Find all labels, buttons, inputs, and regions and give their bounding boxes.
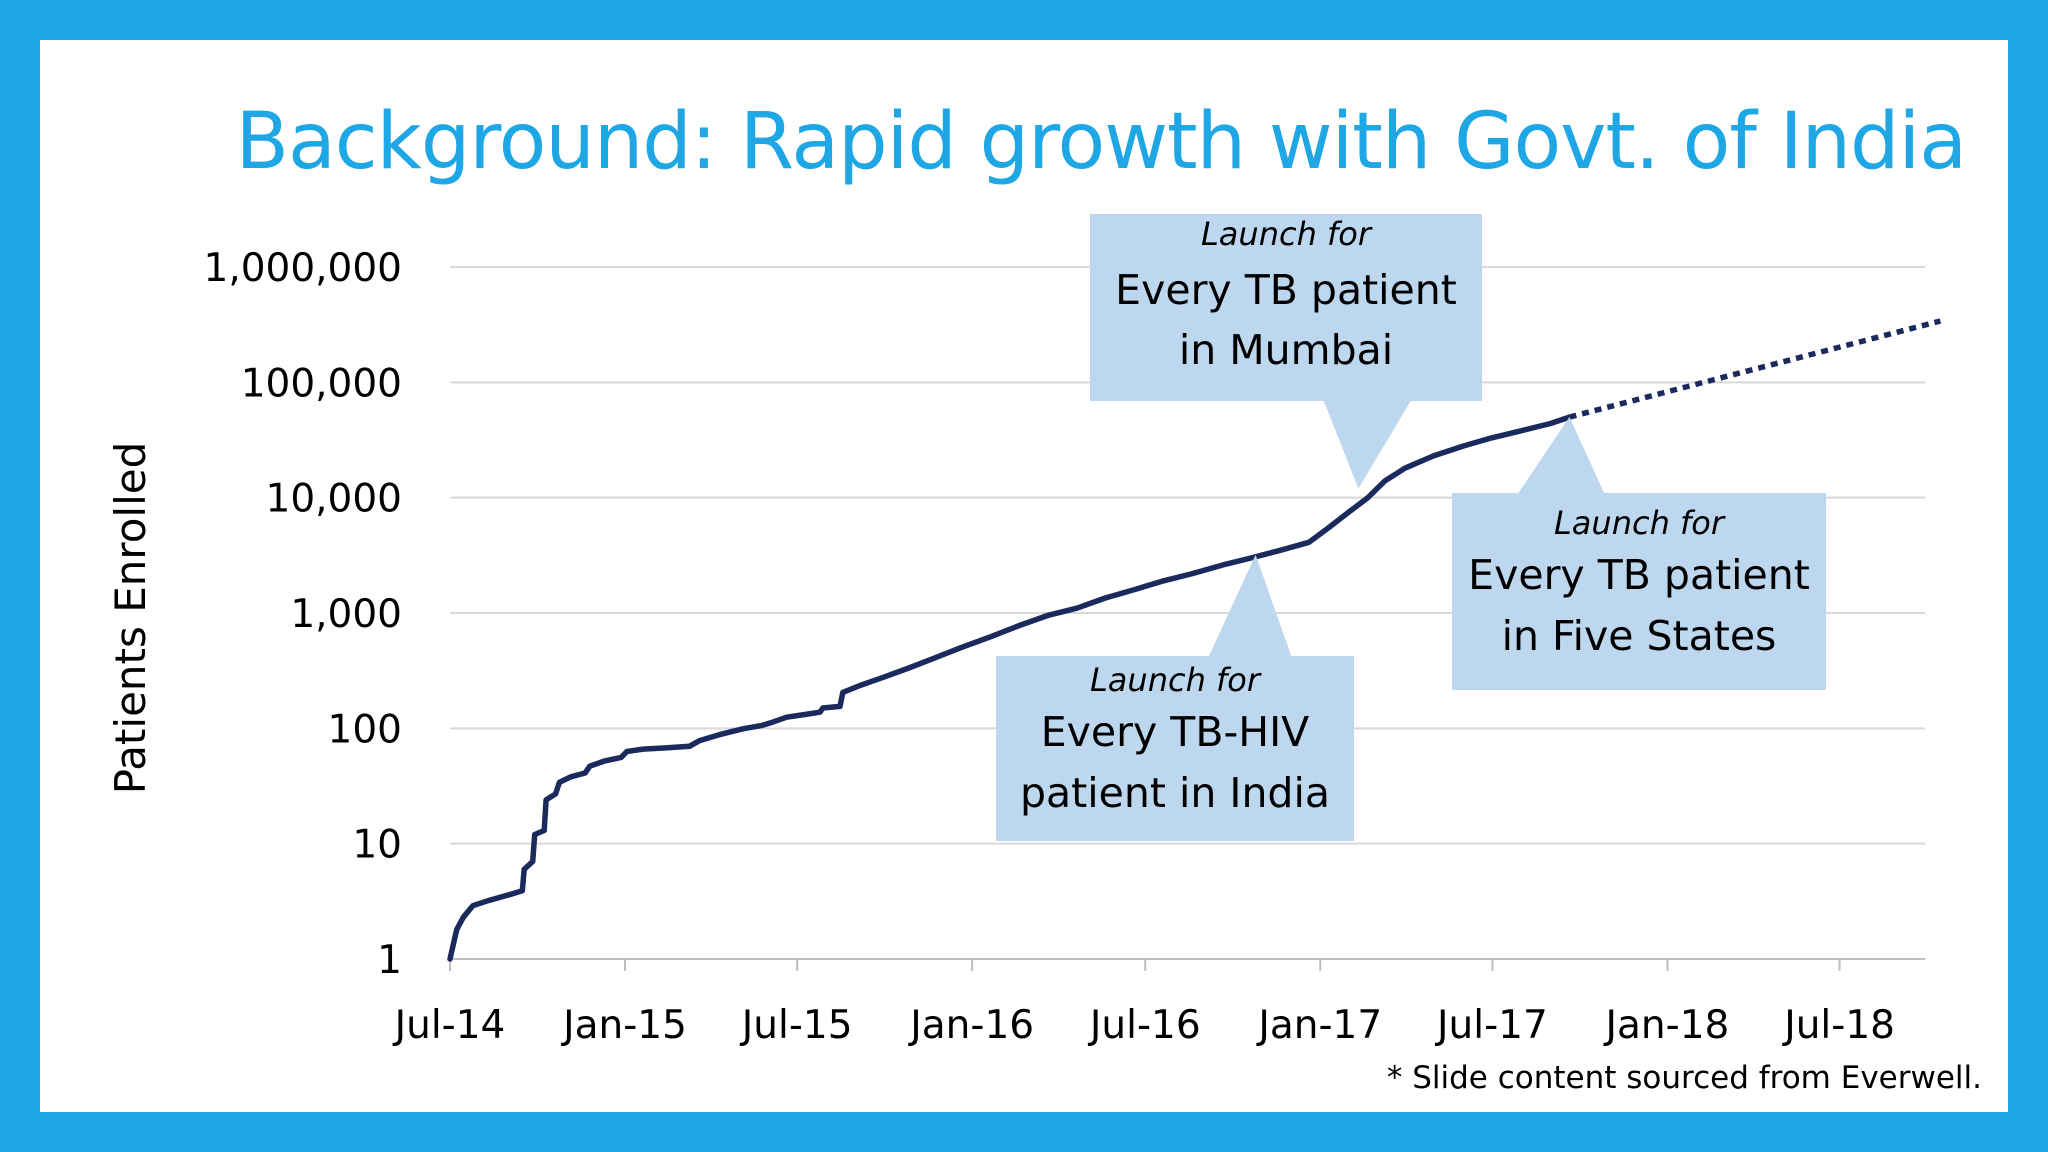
x-tick-label: Jul-17 <box>1434 1003 1548 1048</box>
callout-line: in Five States <box>1502 612 1777 660</box>
y-axis-ticks: 1 10 100 1,000 10,000 100,000 1,000,000 <box>204 246 403 983</box>
y-tick-label: 1,000 <box>290 592 402 637</box>
callout-line: in Mumbai <box>1179 326 1393 374</box>
callout-line: Every TB-HIV <box>1041 708 1309 756</box>
callout-mumbai: Launch for Every TB patient in Mumbai <box>1090 214 1482 489</box>
callout-box <box>1452 493 1826 690</box>
footnote: * Slide content sourced from Everwell. <box>1386 1060 1982 1096</box>
projection-line <box>1568 318 1942 420</box>
callout-line: Every TB patient <box>1115 266 1457 314</box>
callout-box <box>1090 214 1482 401</box>
y-tick-label: 1 <box>377 938 402 983</box>
enrollment-line <box>447 414 1573 962</box>
y-tick-label: 10,000 <box>266 477 402 522</box>
x-tick-label: Jul-18 <box>1781 1003 1895 1048</box>
callout-line: Every TB patient <box>1468 551 1810 599</box>
y-tick-label: 10 <box>352 823 402 868</box>
callout-line: patient in India <box>1020 769 1330 817</box>
y-axis-label: Patients Enrolled <box>106 442 155 795</box>
y-tick-label: 100,000 <box>241 361 402 406</box>
callout-pointer <box>1323 399 1412 489</box>
callout-five-states: Launch for Every TB patient in Five States <box>1452 417 1826 690</box>
slide-title: Background: Rapid growth with Govt. of I… <box>235 97 1967 187</box>
callout-pointer <box>1208 554 1292 658</box>
callout-pointer <box>1517 417 1605 495</box>
y-tick-label: 1,000,000 <box>204 246 403 291</box>
x-tick-label: Jul-15 <box>739 1003 853 1048</box>
y-tick-label: 100 <box>328 707 402 752</box>
x-tick-label: Jan-17 <box>1255 1003 1382 1048</box>
callout-heading: Launch for <box>1201 215 1373 253</box>
callout-box <box>996 656 1354 841</box>
series-group <box>447 318 1942 962</box>
x-tick-label: Jan-16 <box>907 1003 1034 1048</box>
x-tick-label: Jul-16 <box>1087 1003 1201 1048</box>
x-tick-label: Jan-15 <box>560 1003 687 1048</box>
callout-tb-hiv: Launch for Every TB-HIV patient in India <box>996 554 1354 841</box>
x-tick-label: Jan-18 <box>1603 1003 1730 1048</box>
x-axis-ticks: Jul-14 Jan-15 Jul-15 Jan-16 Jul-16 Jan-17 Jul-… <box>392 959 1895 1048</box>
callout-heading: Launch for <box>1554 504 1726 542</box>
x-tick-label: Jul-14 <box>392 1003 506 1048</box>
callout-heading: Launch for <box>1090 661 1262 699</box>
